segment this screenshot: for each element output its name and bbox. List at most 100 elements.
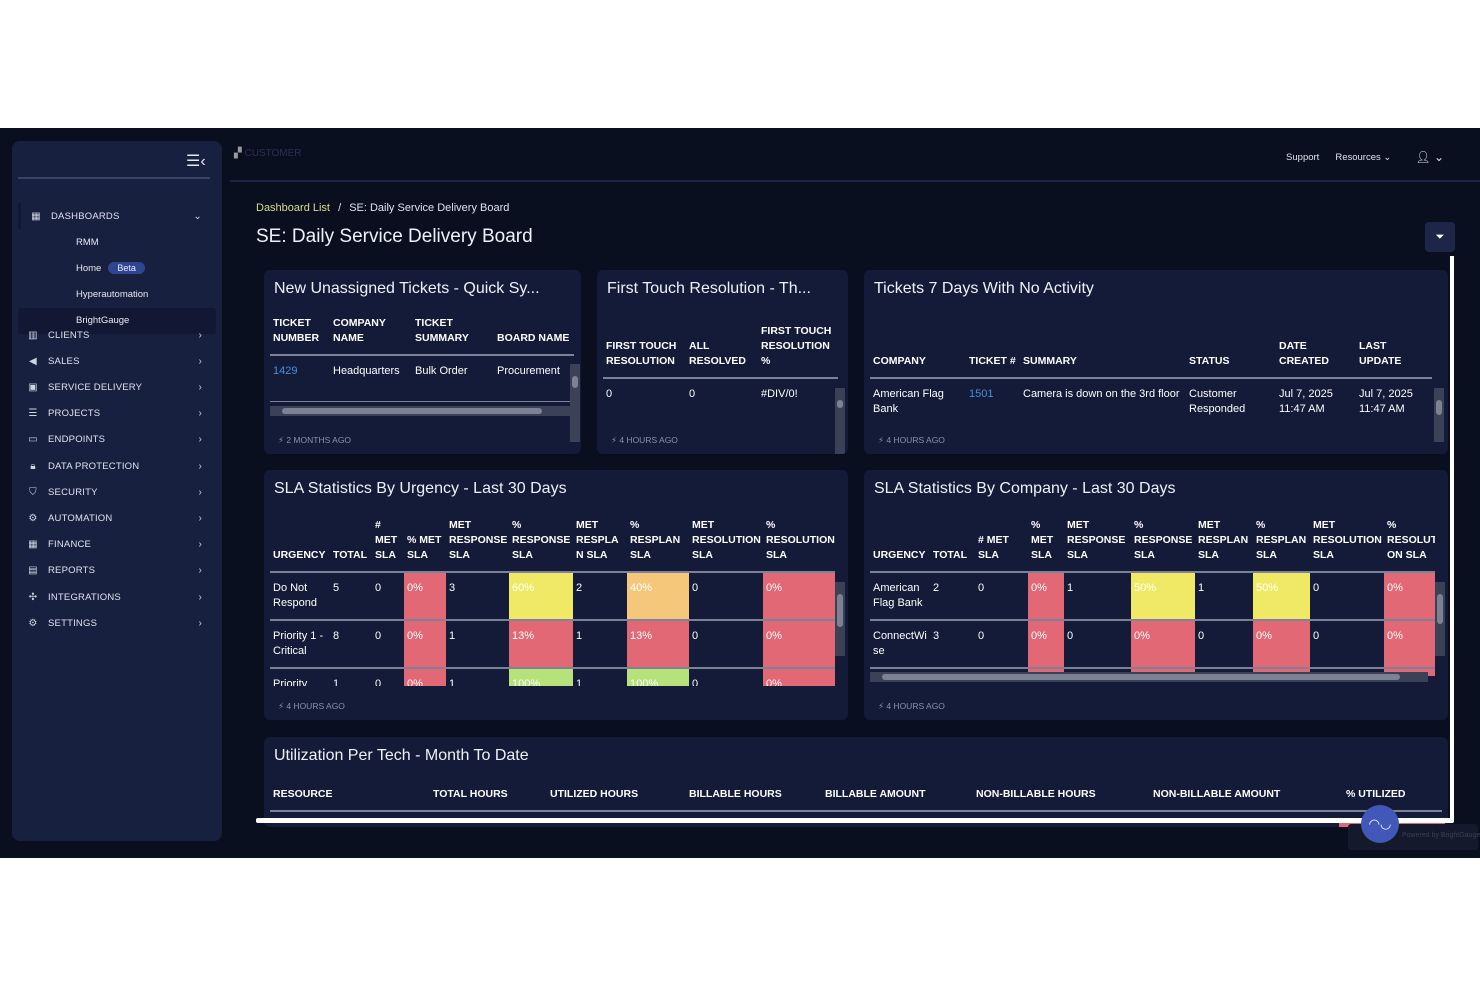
column-header[interactable]: NON-BILLABLE AMOUNT [1150,783,1343,812]
collapse-sidebar-icon[interactable]: ☰‹ [186,153,206,170]
column-header[interactable]: TOTAL [330,516,372,573]
support-link[interactable]: Support [1286,151,1320,163]
column-header[interactable]: DATE CREATED [1276,316,1356,379]
sidebar-item-security[interactable]: ⛉ SECURITY › [18,479,216,505]
column-header[interactable]: UTILIZED HOURS [547,783,686,812]
sidebar-subitem-home[interactable]: Home Beta [18,255,216,281]
sidebar-subitem-rmm[interactable]: RMM [18,229,216,255]
widget-first-touch-resolution[interactable]: First Touch Resolution - Th... FIRST TOUC… [597,270,848,454]
sidebar-item-projects[interactable]: ☰ PROJECTS › [18,401,216,427]
column-header[interactable]: ALL RESOLVED [686,316,758,379]
widget-tickets-no-activity[interactable]: Tickets 7 Days With No Activity COMPANY TI… [864,270,1448,454]
sidebar-item-endpoints[interactable]: ▭ ENDPOINTS › [18,427,216,453]
column-header[interactable]: TOTAL HOURS [430,783,547,812]
column-header[interactable]: MET RESPONSE SLA [1064,516,1131,573]
column-header[interactable]: COMPANY NAME [330,316,412,356]
vertical-scrollbar[interactable] [1435,582,1445,656]
sidebar-item-dashboards[interactable]: ▦ DASHBOARDS ⌄ [18,203,216,229]
column-header[interactable]: LAST UPDATE [1356,316,1432,379]
column-header[interactable]: # MET SLA [975,516,1028,573]
column-header[interactable]: TICKET SUMMARY [412,316,494,356]
widget-sla-by-company[interactable]: SLA Statistics By Company - Last 30 Days… [864,470,1448,720]
sidebar-item-automation[interactable]: ⚙ AUTOMATION › [18,505,216,531]
widget-utilization-per-tech[interactable]: Utilization Per Tech - Month To Date RESO… [264,737,1448,827]
column-header[interactable]: FIRST TOUCH RESOLUTION [603,316,686,379]
column-header[interactable]: MET RESOLUTION SLA [689,516,763,573]
page-horizontal-scrollbar[interactable] [256,818,1454,823]
column-header[interactable]: % RESPONSE SLA [509,516,573,573]
column-header[interactable]: RESOURCE [270,783,430,812]
sidebar-item-integrations[interactable]: ✣ INTEGRATIONS › [18,584,216,610]
table-row[interactable]: American Flag Bank 2 0 0% 1 50% 1 50% 0 0% [870,572,1435,621]
scrollbar-thumb[interactable] [837,400,843,409]
column-header[interactable]: URGENCY [870,516,930,573]
scrollbar-thumb[interactable] [572,376,578,388]
horizontal-scrollbar[interactable] [870,672,1428,682]
scrollbar-thumb[interactable] [282,408,542,414]
scrollbar-thumb[interactable] [837,594,843,627]
column-header[interactable]: % RESPONSE SLA [1131,516,1195,573]
column-header[interactable]: TICKET # [966,316,1020,379]
column-header[interactable]: BILLABLE AMOUNT [822,783,973,812]
column-header[interactable]: % RESOLUTION SLA [763,516,835,573]
column-header[interactable]: % RESOLUTION SLA [1384,516,1435,573]
column-header[interactable]: % RESPLAN SLA [627,516,689,573]
horizontal-scrollbar[interactable] [270,406,570,416]
widget-new-unassigned-tickets[interactable]: New Unassigned Tickets - Quick Sy... TICK… [264,270,581,454]
table-row[interactable]: ConnectWise 3 0 0% 0 0% 0 0% 0 0% [870,620,1435,669]
sidebar-subitem-brightgauge[interactable]: BrightGauge [18,307,216,334]
breadcrumb-dashboard-list[interactable]: Dashboard List [256,202,330,214]
column-header[interactable]: % MET SLA [404,516,446,573]
user-menu[interactable]: 👤︎ ⌄ [1415,150,1444,164]
column-header[interactable]: FIRST TOUCH RESOLUTION % [758,316,838,379]
widget-sla-by-urgency[interactable]: SLA Statistics By Urgency - Last 30 Days… [264,470,848,720]
sidebar-item-clients[interactable]: ▥ CLIENTS › [18,322,216,348]
ticket-link[interactable]: 1501 [966,378,1020,416]
sidebar-item-service-delivery[interactable]: ▣ SERVICE DELIVERY › [18,374,216,400]
column-header[interactable]: MET RESOLUTION SLA [1310,516,1384,573]
column-header[interactable]: % MET SLA [1028,516,1064,573]
scrollbar-thumb[interactable] [1436,400,1442,415]
table-row[interactable]: 0 0 #DIV/0! [603,378,838,422]
table-row[interactable]: Priority 1 0 0% 1 100% 1 100% 0 0% [270,668,835,686]
chat-launcher-button[interactable]: ◠◡ [1361,805,1399,843]
filter-button[interactable]: ⏷ [1425,222,1455,252]
sidebar-item-finance[interactable]: ▦ FINANCE › [18,532,216,558]
page-vertical-scrollbar[interactable] [1450,256,1454,820]
scrollbar-thumb[interactable] [882,674,1400,680]
column-header[interactable]: # MET SLA [372,516,404,573]
column-header[interactable]: MET RESPLAN SLA [573,516,627,573]
sidebar-item-data-protection[interactable]: 🔒︎ DATA PROTECTION › [18,453,216,479]
column-header[interactable]: SUMMARY [1020,316,1186,379]
table-row[interactable]: Do Not Respond 5 0 0% 3 60% 2 40% 0 0% [270,572,835,621]
sidebar-subitem-hyperautomation[interactable]: Hyperautomation [18,282,216,308]
vertical-scrollbar[interactable] [835,582,845,656]
table-cell: Headquarters [330,355,412,402]
vertical-scrollbar[interactable] [1434,388,1444,442]
vertical-scrollbar[interactable] [835,388,845,454]
table-cell: 2 [930,572,975,621]
column-header[interactable]: % UTILIZED [1343,783,1442,812]
column-header[interactable]: URGENCY [270,516,330,573]
sidebar-item-sales[interactable]: ◀ SALES › [18,348,216,374]
table-row[interactable]: 1429 Headquarters Bulk Order Procurement [270,355,574,402]
column-header[interactable]: MET RESPLAN SLA [1195,516,1253,573]
sidebar-item-settings[interactable]: ⚙ SETTINGS › [18,610,216,636]
column-header[interactable]: NON-BILLABLE HOURS [973,783,1150,812]
column-header[interactable]: COMPANY [870,316,966,379]
column-header[interactable]: TICKET NUMBER [270,316,330,356]
ticket-link[interactable]: 1429 [270,355,330,402]
resources-menu[interactable]: Resources ⌄ [1335,151,1392,163]
table-row[interactable]: Priority 1 - Critical 8 0 0% 1 13% 1 13% 0 0% [270,620,835,669]
column-header[interactable]: MET RESPONSE SLA [446,516,509,573]
sidebar-subitem-label: RMM [76,236,99,248]
column-header[interactable]: BOARD NAME [494,316,574,356]
column-header[interactable]: STATUS [1186,316,1276,379]
vertical-scrollbar[interactable] [570,364,580,442]
scrollbar-thumb[interactable] [1437,594,1443,624]
column-header[interactable]: BILLABLE HOURS [686,783,822,812]
column-header[interactable]: TOTAL [930,516,975,573]
sidebar-item-reports[interactable]: ▤ REPORTS › [18,558,216,584]
table-row[interactable]: American Flag Bank 1501 Camera is down on … [870,378,1432,416]
column-header[interactable]: % RESPLAN SLA [1253,516,1310,573]
